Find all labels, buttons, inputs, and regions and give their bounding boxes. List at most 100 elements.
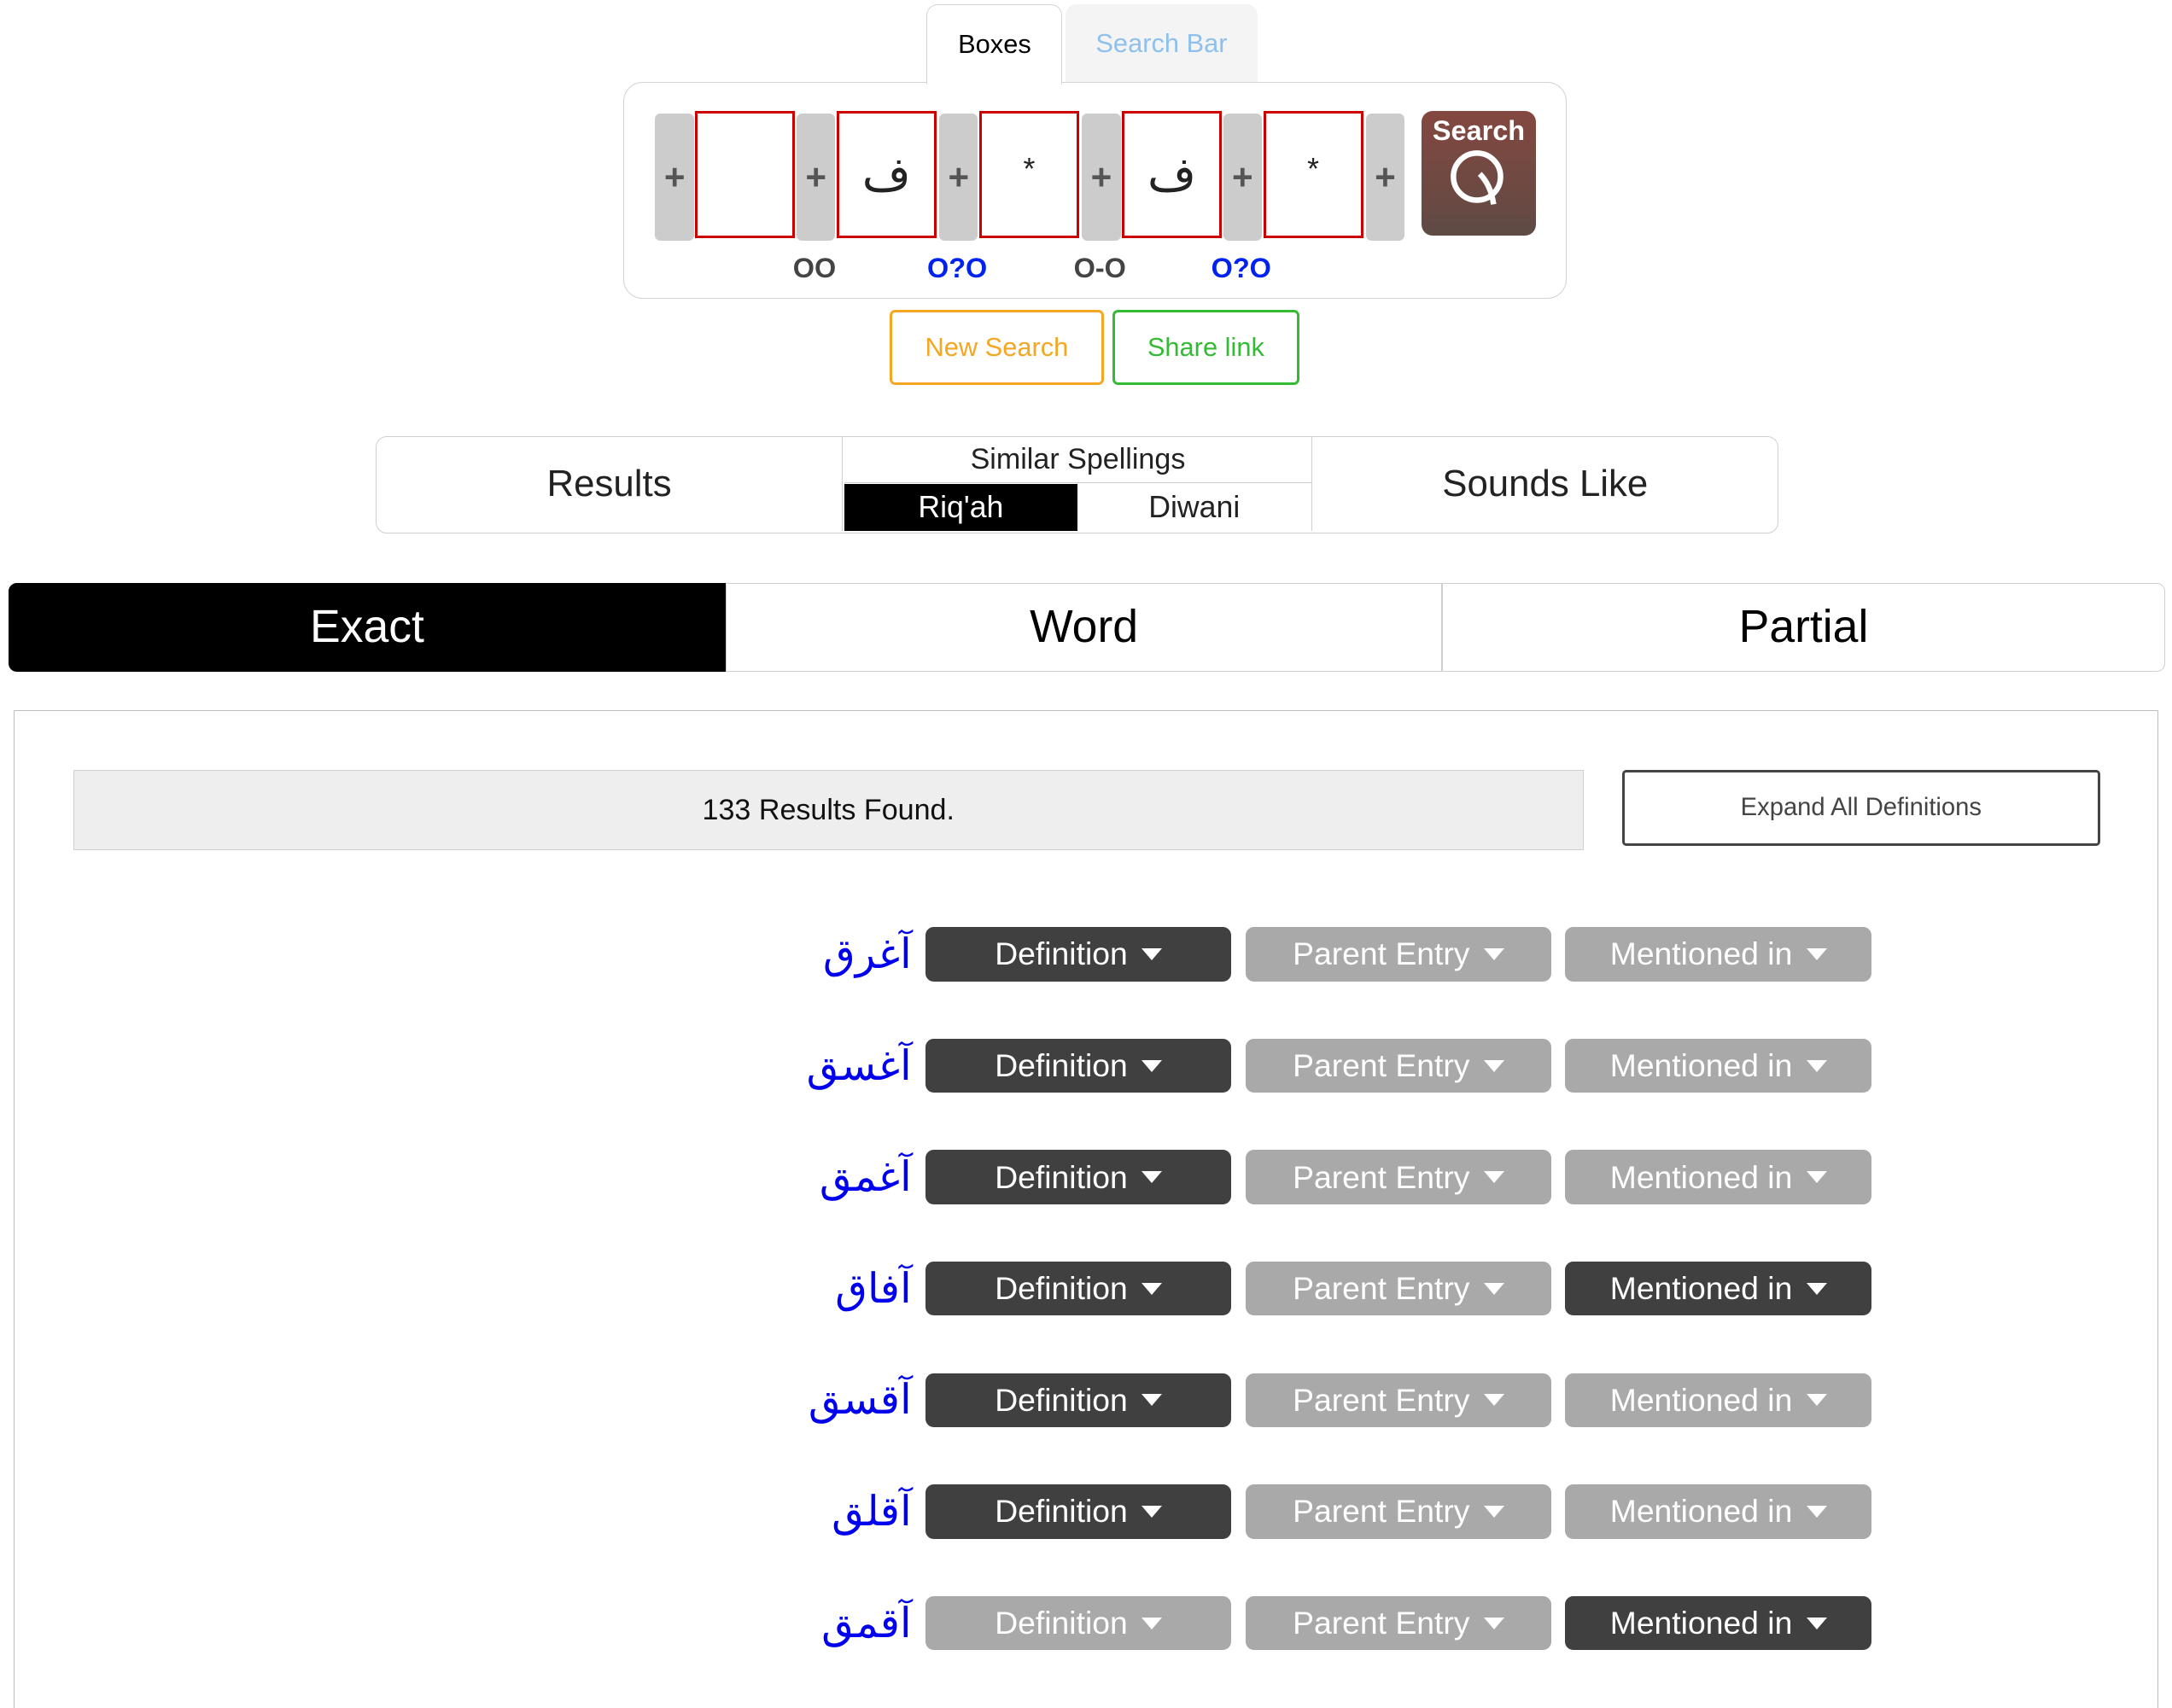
expand-all-definitions-button[interactable]: Expand All Definitions [1621, 770, 2100, 847]
parent-label: Parent Entry [1293, 1605, 1470, 1641]
link-open-icon[interactable]: OO [792, 253, 837, 284]
insert-box-button[interactable]: + [939, 114, 978, 242]
result-word[interactable]: آقلق [832, 1487, 912, 1536]
caret-down-icon [1806, 1617, 1827, 1629]
definition-dropdown[interactable]: Definition [925, 1262, 1232, 1316]
result-row: آقسق Definition Parent Entry Mentioned in [634, 1373, 1871, 1428]
parent-dropdown[interactable]: Parent Entry [1245, 1484, 1552, 1539]
definition-label: Definition [995, 1381, 1128, 1418]
caret-down-icon [1483, 947, 1504, 960]
caret-down-icon [1806, 1505, 1827, 1518]
definition-label: Definition [995, 1605, 1128, 1641]
definition-label: Definition [995, 1047, 1128, 1083]
insert-box-button[interactable]: + [796, 114, 836, 242]
definition-label: Definition [995, 1158, 1128, 1195]
result-row: آقلق Definition Parent Entry Mentioned in [634, 1484, 1871, 1540]
result-row: آغرق Definition Parent Entry Mentioned in [634, 926, 1871, 982]
mentioned-dropdown[interactable]: Mentioned in [1565, 1262, 1871, 1316]
definition-dropdown[interactable]: Definition [925, 1038, 1232, 1093]
caret-down-icon [1141, 1059, 1162, 1072]
letter-box[interactable]: * [979, 110, 1079, 239]
parent-dropdown[interactable]: Parent Entry [1245, 1262, 1552, 1316]
tab-boxes[interactable]: Boxes [926, 3, 1063, 85]
result-row: آغسق Definition Parent Entry Mentioned in [634, 1038, 1871, 1093]
result-word[interactable]: آغرق [823, 930, 912, 978]
caret-down-icon [1141, 1617, 1162, 1629]
letter-box[interactable] [695, 110, 796, 239]
view-riqah[interactable]: Riq'ah [844, 484, 1077, 532]
caret-down-icon [1483, 1059, 1504, 1072]
insert-box-button[interactable]: + [1082, 114, 1121, 242]
letter-box[interactable]: * [1263, 110, 1363, 239]
mode-partial[interactable]: Partial [1442, 583, 2165, 672]
definition-dropdown[interactable]: Definition [925, 1373, 1232, 1427]
letter-box[interactable]: ف [836, 110, 937, 239]
mentioned-dropdown[interactable]: Mentioned in [1565, 927, 1871, 982]
caret-down-icon [1806, 947, 1827, 960]
result-word[interactable]: آقمق [821, 1599, 912, 1647]
definition-dropdown[interactable]: Definition [925, 1150, 1232, 1204]
result-word[interactable]: آغمق [819, 1153, 912, 1202]
insert-box-button[interactable]: + [1223, 114, 1263, 242]
mentioned-dropdown[interactable]: Mentioned in [1565, 1595, 1871, 1651]
mentioned-dropdown[interactable]: Mentioned in [1565, 1038, 1871, 1093]
result-row: آفاق Definition Parent Entry Mentioned in [634, 1261, 1871, 1316]
view-similar-spellings[interactable]: Similar Spellings [844, 437, 1311, 483]
caret-down-icon [1806, 1059, 1827, 1072]
parent-label: Parent Entry [1293, 1047, 1470, 1083]
definition-label: Definition [995, 936, 1128, 972]
parent-dropdown[interactable]: Parent Entry [1245, 1373, 1552, 1427]
parent-dropdown[interactable]: Parent Entry [1245, 1150, 1552, 1204]
new-search-button[interactable]: New Search [889, 310, 1105, 386]
parent-dropdown[interactable]: Parent Entry [1245, 1595, 1552, 1651]
mode-exact[interactable]: Exact [8, 583, 727, 672]
mentioned-label: Mentioned in [1609, 1158, 1793, 1195]
mentioned-label: Mentioned in [1609, 1605, 1793, 1641]
caret-down-icon [1483, 1282, 1504, 1295]
letter-box[interactable]: ف [1122, 110, 1223, 239]
result-word[interactable]: آغسق [806, 1041, 912, 1090]
search-button[interactable]: Search [1421, 110, 1537, 236]
caret-down-icon [1483, 1505, 1504, 1518]
result-row: آغمق Definition Parent Entry Mentioned in [634, 1150, 1871, 1205]
magnifier-q-icon [1451, 150, 1504, 206]
view-diwani[interactable]: Diwani [1148, 490, 1241, 525]
insert-box-button[interactable]: + [1365, 114, 1405, 242]
mode-word[interactable]: Word [726, 583, 1443, 672]
caret-down-icon [1141, 1171, 1162, 1183]
view-sounds-like[interactable]: Sounds Like [1311, 437, 1778, 532]
parent-label: Parent Entry [1293, 936, 1470, 972]
parent-dropdown[interactable]: Parent Entry [1245, 927, 1552, 982]
results-panel [14, 710, 2158, 1708]
caret-down-icon [1806, 1282, 1827, 1295]
caret-down-icon [1483, 1617, 1504, 1629]
parent-label: Parent Entry [1293, 1493, 1470, 1530]
tab-search-bar[interactable]: Search Bar [1065, 3, 1258, 84]
insert-box-button[interactable]: + [655, 114, 694, 242]
search-label: Search [1432, 114, 1526, 146]
mentioned-label: Mentioned in [1609, 1270, 1793, 1307]
definition-dropdown[interactable]: Definition [925, 1484, 1232, 1539]
view-results[interactable]: Results [377, 437, 844, 532]
parent-label: Parent Entry [1293, 1381, 1470, 1418]
mentioned-dropdown[interactable]: Mentioned in [1565, 1484, 1871, 1539]
mentioned-dropdown[interactable]: Mentioned in [1565, 1373, 1871, 1427]
definition-dropdown[interactable]: Definition [925, 927, 1232, 982]
definition-label: Definition [995, 1270, 1128, 1307]
share-link-button[interactable]: Share link [1112, 310, 1299, 386]
parent-label: Parent Entry [1293, 1270, 1470, 1307]
result-word[interactable]: آفاق [835, 1264, 912, 1313]
mentioned-label: Mentioned in [1609, 1047, 1793, 1083]
caret-down-icon [1141, 947, 1162, 960]
caret-down-icon [1141, 1394, 1162, 1406]
caret-down-icon [1141, 1282, 1162, 1295]
caret-down-icon [1483, 1394, 1504, 1406]
parent-dropdown[interactable]: Parent Entry [1245, 1038, 1552, 1093]
link-optional-icon[interactable]: O?O [1211, 253, 1271, 284]
link-chain-icon[interactable]: O-O [1073, 253, 1126, 284]
result-word[interactable]: آقسق [808, 1376, 912, 1425]
definition-dropdown[interactable]: Definition [925, 1595, 1232, 1651]
link-optional-icon[interactable]: O?O [927, 253, 988, 284]
mentioned-dropdown[interactable]: Mentioned in [1565, 1150, 1871, 1204]
mentioned-label: Mentioned in [1609, 1493, 1793, 1530]
